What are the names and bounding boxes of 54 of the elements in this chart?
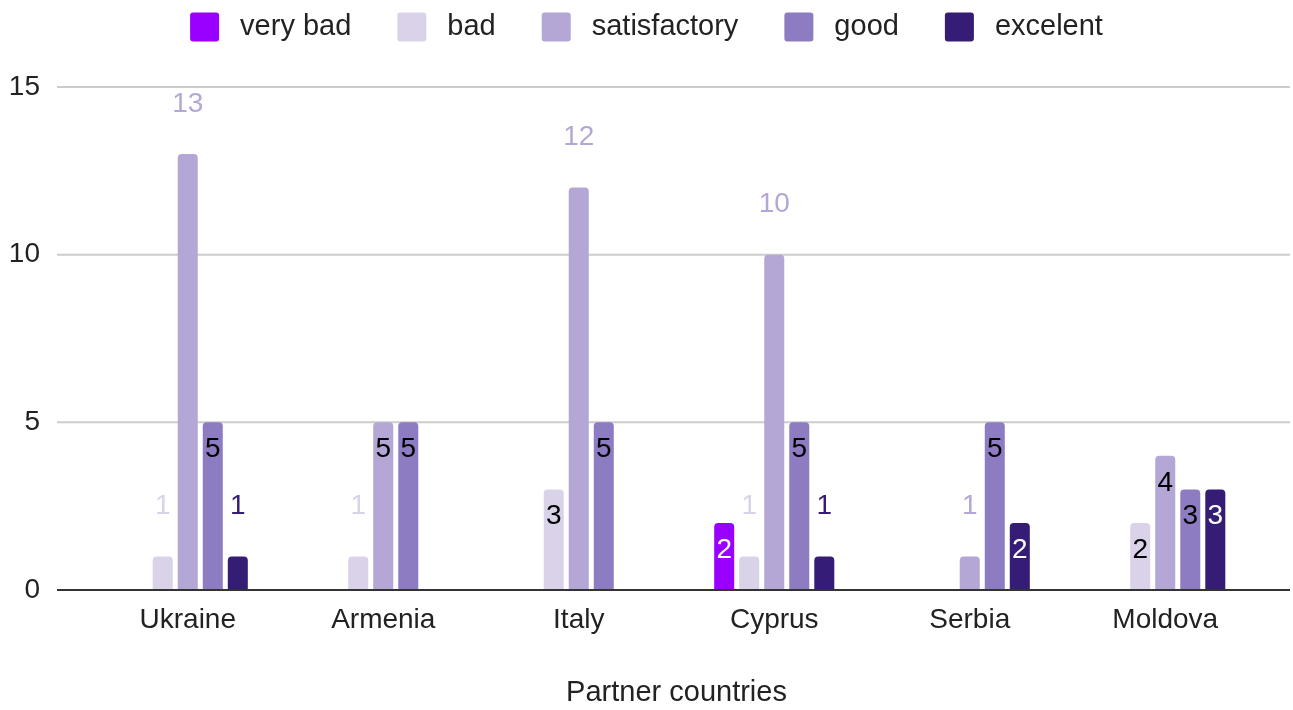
data-label: 3 bbox=[1207, 499, 1224, 531]
bar bbox=[789, 422, 810, 590]
legend-label: excelent bbox=[994, 9, 1103, 41]
data-label: 13 bbox=[172, 86, 204, 118]
y-tick-label: 15 bbox=[8, 69, 40, 101]
bar bbox=[348, 556, 369, 590]
x-tick-label: Italy bbox=[553, 602, 605, 634]
bar bbox=[177, 154, 198, 590]
legend-label: bad bbox=[447, 9, 496, 41]
data-label: 5 bbox=[595, 432, 612, 464]
x-tick-label: Cyprus bbox=[729, 602, 819, 634]
data-label: 4 bbox=[1157, 465, 1174, 497]
bar bbox=[1180, 489, 1201, 590]
data-label: 2 bbox=[1132, 532, 1149, 564]
bar bbox=[373, 422, 394, 590]
legend-label: good bbox=[834, 9, 899, 41]
bar bbox=[984, 422, 1005, 590]
bar bbox=[814, 556, 835, 590]
data-label: 10 bbox=[758, 187, 790, 219]
legend-label: satisfactory bbox=[591, 9, 739, 41]
data-label: 5 bbox=[204, 432, 221, 464]
x-tick-label: Moldova bbox=[1112, 602, 1219, 634]
x-tick-label: Armenia bbox=[331, 602, 436, 634]
bar bbox=[959, 556, 980, 590]
bar bbox=[398, 422, 419, 590]
data-label: 1 bbox=[816, 489, 833, 521]
data-label: 2 bbox=[716, 532, 732, 564]
bar bbox=[1205, 489, 1226, 590]
bar bbox=[152, 556, 173, 590]
data-label: 2 bbox=[1012, 532, 1028, 564]
bar bbox=[1155, 455, 1176, 590]
bar bbox=[202, 422, 223, 590]
x-tick-label: Ukraine bbox=[139, 602, 236, 634]
data-label: 1 bbox=[230, 489, 246, 521]
data-label: 3 bbox=[545, 499, 562, 531]
bar bbox=[543, 489, 564, 590]
data-label: 3 bbox=[1182, 499, 1199, 531]
data-label: 5 bbox=[375, 432, 392, 464]
y-tick-label: 5 bbox=[24, 405, 40, 437]
bar bbox=[739, 556, 760, 590]
legend-label: very bad bbox=[240, 9, 352, 41]
x-axis-title: Partner countries bbox=[566, 674, 787, 707]
bar bbox=[568, 187, 589, 590]
x-tick-label: Serbia bbox=[929, 602, 1011, 634]
data-label: 5 bbox=[400, 432, 417, 464]
bar bbox=[227, 556, 248, 590]
data-label: 1 bbox=[961, 489, 978, 521]
data-label: 5 bbox=[791, 432, 808, 464]
data-label: 12 bbox=[563, 120, 595, 152]
y-tick-label: 0 bbox=[24, 572, 40, 604]
bar bbox=[764, 254, 785, 590]
bar bbox=[593, 422, 614, 590]
y-tick-label: 10 bbox=[8, 237, 40, 269]
data-label: 5 bbox=[986, 432, 1003, 464]
